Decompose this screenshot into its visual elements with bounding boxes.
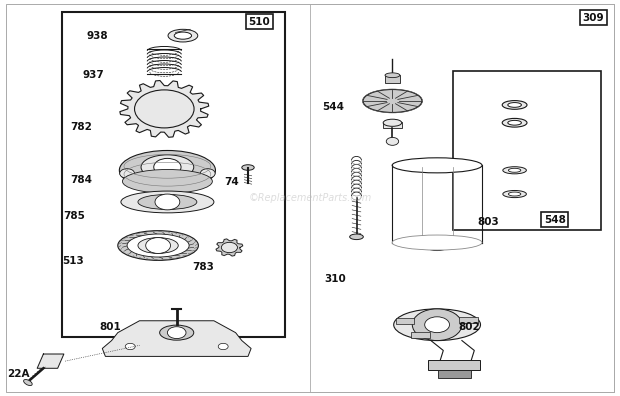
Ellipse shape [363, 89, 422, 112]
Text: 22A: 22A [7, 369, 30, 379]
Circle shape [120, 169, 135, 178]
Text: 513: 513 [62, 256, 84, 267]
Circle shape [125, 343, 135, 350]
Text: 782: 782 [70, 122, 92, 132]
Text: 783: 783 [192, 262, 214, 272]
Text: 310: 310 [324, 274, 346, 284]
Bar [385, 75, 400, 83]
Ellipse shape [385, 73, 400, 78]
Circle shape [155, 194, 180, 210]
Ellipse shape [123, 169, 212, 193]
Text: ©ReplacementParts.com: ©ReplacementParts.com [249, 193, 371, 203]
Ellipse shape [350, 234, 363, 240]
Ellipse shape [174, 32, 192, 39]
Ellipse shape [119, 150, 216, 190]
Ellipse shape [508, 120, 521, 125]
Circle shape [425, 317, 450, 333]
Text: 548: 548 [544, 215, 566, 225]
Text: 801: 801 [99, 322, 121, 332]
Circle shape [153, 102, 175, 116]
Ellipse shape [127, 234, 189, 257]
Circle shape [167, 327, 186, 339]
Text: 938: 938 [87, 30, 108, 41]
Circle shape [135, 90, 194, 128]
Bar [62, 12, 285, 337]
Ellipse shape [394, 309, 480, 341]
Bar [438, 370, 471, 378]
Circle shape [146, 238, 170, 253]
Text: 784: 784 [70, 175, 92, 185]
Circle shape [200, 169, 215, 178]
Text: 544: 544 [322, 102, 344, 112]
Bar [396, 318, 414, 324]
Ellipse shape [392, 158, 482, 173]
Text: 937: 937 [82, 70, 104, 80]
Circle shape [221, 242, 237, 253]
Text: 803: 803 [477, 217, 499, 227]
Ellipse shape [138, 238, 179, 253]
Bar [310, 4, 614, 392]
Text: 785: 785 [64, 211, 86, 221]
Bar [453, 71, 601, 230]
Circle shape [386, 137, 399, 145]
Ellipse shape [383, 119, 402, 126]
Circle shape [154, 158, 181, 176]
Polygon shape [102, 321, 251, 356]
Text: 309: 309 [583, 13, 604, 23]
Ellipse shape [138, 194, 197, 209]
Circle shape [218, 343, 228, 350]
Text: 510: 510 [248, 17, 270, 27]
Ellipse shape [502, 101, 527, 109]
Ellipse shape [141, 155, 193, 179]
Ellipse shape [508, 103, 521, 107]
Circle shape [144, 96, 185, 122]
Ellipse shape [168, 29, 198, 42]
Ellipse shape [508, 168, 521, 172]
Ellipse shape [502, 118, 527, 127]
Polygon shape [37, 354, 64, 368]
Ellipse shape [503, 190, 526, 198]
Bar [459, 317, 478, 323]
Ellipse shape [24, 379, 32, 386]
Ellipse shape [503, 167, 526, 174]
Text: 802: 802 [459, 322, 481, 332]
Ellipse shape [121, 191, 214, 213]
Bar [428, 360, 480, 370]
Ellipse shape [118, 230, 198, 261]
Ellipse shape [159, 325, 193, 340]
Ellipse shape [242, 165, 254, 170]
Polygon shape [120, 80, 209, 137]
Bar [411, 332, 430, 338]
Polygon shape [216, 239, 243, 256]
Ellipse shape [508, 192, 521, 196]
Circle shape [412, 309, 462, 341]
Bar [383, 122, 402, 128]
Text: 74: 74 [224, 177, 239, 187]
Ellipse shape [392, 235, 482, 250]
